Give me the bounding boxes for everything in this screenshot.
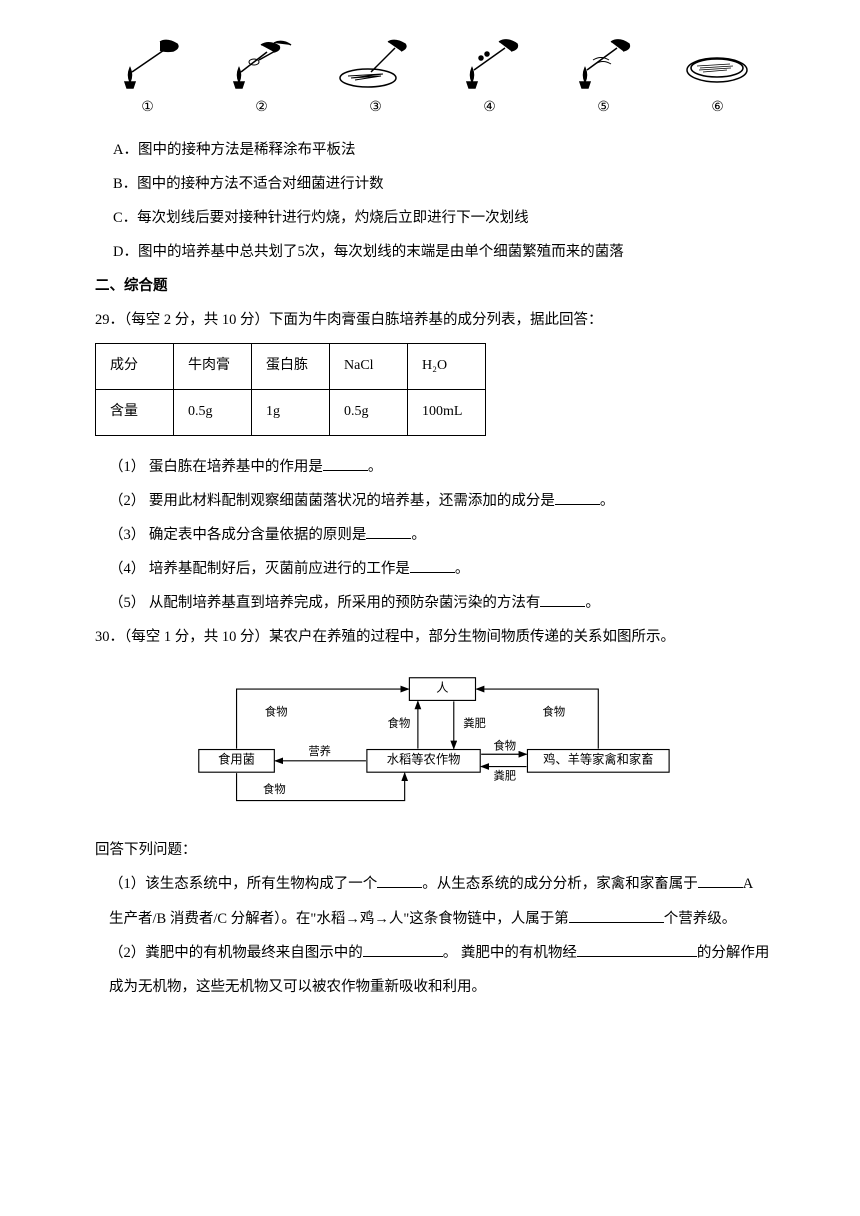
cell: 100mL [408, 390, 486, 436]
edge-label: 粪肥 [463, 716, 486, 730]
icon-label-6: ⑥ [711, 92, 724, 125]
icon-step-3: ③ [328, 30, 423, 125]
cell: 牛肉膏 [174, 344, 252, 390]
table-row: 成分 牛肉膏 蛋白胨 NaCl H₂O [96, 344, 486, 390]
option-d: D．图中的培养基中总共划了5次，每次划线的末端是由单个细菌繁殖而来的菌落 [113, 235, 770, 269]
option-b: B．图中的接种方法不适合对细菌进行计数 [113, 167, 770, 201]
q29-sub3: （3） 确定表中各成分含量依据的原则是 。 [109, 518, 770, 552]
icon-label-5: ⑤ [597, 92, 610, 125]
edge-label: 粪肥 [493, 769, 516, 783]
icon-label-3: ③ [369, 92, 382, 125]
dish-lines-icon [675, 30, 760, 90]
table-row: 含量 0.5g 1g 0.5g 100mL [96, 390, 486, 436]
icon-label-2: ② [255, 92, 268, 125]
blank-input[interactable] [569, 909, 664, 923]
edge-label: 食物 [262, 782, 285, 796]
q30-sub2: （2）粪肥中的有机物最终来自图示中的。 粪肥中的有机物经的分解作用成为无机物，这… [109, 936, 770, 1004]
q29-intro: 29．（每空 2 分，共 10 分）下面为牛肉膏蛋白胨培养基的成分列表，据此回答… [95, 303, 770, 337]
text: （5） 从配制培养基直到培养完成，所采用的预防杂菌污染的方法有 [109, 595, 540, 611]
edge [236, 690, 408, 750]
node-label: 人 [436, 681, 448, 695]
edge-label: 营养 [308, 745, 331, 759]
icon-label-1: ① [141, 92, 154, 125]
text: （2） 要用此材料配制观察细菌菌落状况的培养基，还需添加的成分是 [109, 493, 555, 509]
text: 。 [600, 493, 615, 509]
cell: 成分 [96, 344, 174, 390]
procedure-icons-row: ① ② ③ ④ ⑤ ⑥ [95, 30, 770, 125]
cell: NaCl [330, 344, 408, 390]
blank-input[interactable] [577, 943, 697, 957]
streak-2-icon [561, 30, 646, 90]
text: 。 [368, 459, 383, 475]
blank-input[interactable] [323, 457, 368, 471]
flame-cool-icon [447, 30, 532, 90]
cell: 0.5g [330, 390, 408, 436]
cell: 0.5g [174, 390, 252, 436]
q29-sub4: （4） 培养基配制好后，灭菌前应进行的工作是 。 [109, 552, 770, 586]
text: 。 [411, 527, 426, 543]
icon-step-6: ⑥ [670, 30, 765, 125]
node-label: 鸡、羊等家禽和家畜 [543, 752, 653, 767]
text: （3） 确定表中各成分含量依据的原则是 [109, 527, 366, 543]
flame-loop-icon [219, 30, 304, 90]
ecosystem-diagram: 食物 营养 食物 食物 粪肥 食物 粪肥 食物 人 食用菌 水稻等农作物 鸡、羊… [95, 664, 770, 819]
blank-input[interactable] [540, 593, 585, 607]
edge-label: 食物 [387, 716, 410, 730]
text: 。 [455, 561, 470, 577]
icon-step-1: ① [100, 30, 195, 125]
blank-input[interactable] [366, 525, 411, 539]
edge-label: 食物 [264, 705, 287, 719]
icon-step-5: ⑤ [556, 30, 651, 125]
cell: 蛋白胨 [252, 344, 330, 390]
blank-input[interactable] [377, 874, 422, 888]
text: 。 粪肥中的有机物经 [443, 945, 577, 961]
icon-step-2: ② [214, 30, 309, 125]
q29-sub2: （2） 要用此材料配制观察细菌菌落状况的培养基，还需添加的成分是 。 [109, 484, 770, 518]
text: （1）该生态系统中，所有生物构成了一个 [109, 876, 377, 892]
text: （4） 培养基配制好后，灭菌前应进行的工作是 [109, 561, 410, 577]
edge [236, 774, 404, 801]
cell: 1g [252, 390, 330, 436]
text: （1） 蛋白胨在培养基中的作用是 [109, 459, 323, 475]
section-2-title: 二、综合题 [95, 269, 770, 303]
blank-input[interactable] [410, 559, 455, 573]
option-c: C．每次划线后要对接种针进行灼烧，灼烧后立即进行下一次划线 [113, 201, 770, 235]
text: 。 [585, 595, 600, 611]
icon-label-4: ④ [483, 92, 496, 125]
streak-1-icon [333, 30, 418, 90]
q30-intro: 30．（每空 1 分，共 10 分）某农户在养殖的过程中，部分生物间物质传递的关… [95, 620, 770, 654]
blank-input[interactable] [363, 943, 443, 957]
blank-input[interactable] [698, 874, 743, 888]
cell: H₂O [408, 344, 486, 390]
node-label: 水稻等农作物 [386, 753, 460, 767]
text: 。从生态系统的成分分析，家禽和家畜属于 [422, 876, 698, 892]
text: 个营养级。 [664, 911, 737, 927]
edge-label: 食物 [542, 705, 565, 719]
blank-input[interactable] [555, 491, 600, 505]
option-a: A．图中的接种方法是稀释涂布平板法 [113, 133, 770, 167]
q30-answer-intro: 回答下列问题： [95, 833, 770, 867]
icon-step-4: ④ [442, 30, 537, 125]
flame-wire-icon [105, 30, 190, 90]
node-label: 食用菌 [218, 752, 255, 767]
q30-sub1: （1）该生态系统中，所有生物构成了一个。从生态系统的成分分析，家禽和家畜属于A … [109, 867, 770, 935]
composition-table: 成分 牛肉膏 蛋白胨 NaCl H₂O 含量 0.5g 1g 0.5g 100m… [95, 343, 486, 436]
edge-label: 食物 [493, 739, 516, 753]
q29-sub5: （5） 从配制培养基直到培养完成，所采用的预防杂菌污染的方法有 。 [109, 586, 770, 620]
text: （2）粪肥中的有机物最终来自图示中的 [109, 945, 363, 961]
cell: 含量 [96, 390, 174, 436]
q29-sub1: （1） 蛋白胨在培养基中的作用是 。 [109, 450, 770, 484]
